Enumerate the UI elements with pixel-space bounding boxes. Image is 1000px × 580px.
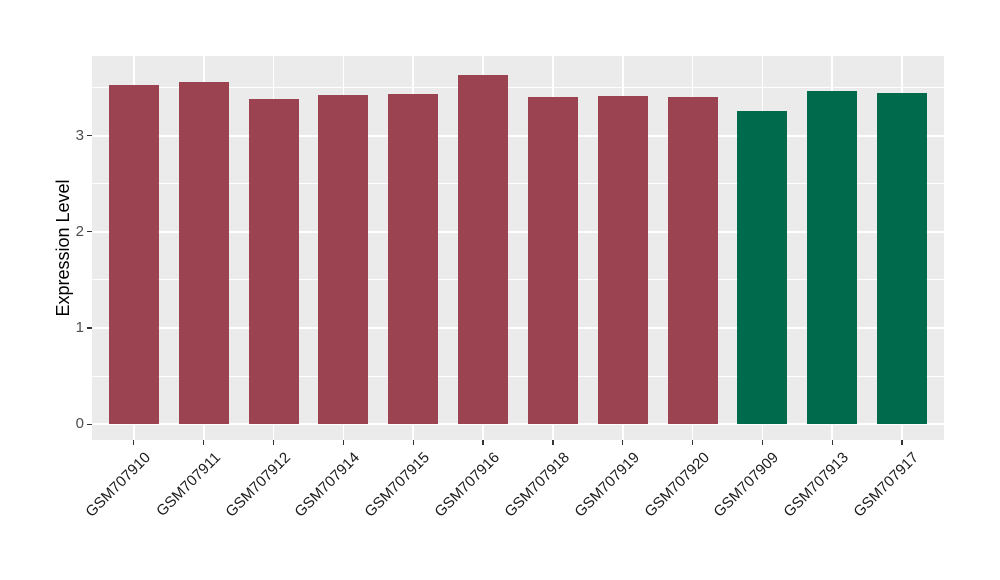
x-tick (691, 440, 694, 445)
bar-GSM707914 (318, 95, 369, 425)
x-tick-label: GSM707918 (501, 449, 573, 521)
x-tick-label: GSM707916 (431, 449, 504, 521)
bar-GSM707913 (807, 90, 858, 425)
bar-GSM707912 (248, 99, 299, 425)
major-gridline (92, 134, 944, 137)
y-tick-label: 2 (75, 222, 84, 240)
x-tick-label: GSM707920 (641, 449, 713, 521)
x-tick (482, 440, 484, 445)
x-tick (622, 440, 624, 445)
minor-gridline (92, 87, 944, 89)
y-tick-label: 3 (75, 126, 84, 144)
x-tick-label: GSM707912 (221, 449, 294, 521)
x-tick (761, 440, 763, 445)
x-tick (831, 440, 833, 445)
x-tick-label: GSM707915 (361, 449, 434, 521)
plot-panel (92, 56, 944, 440)
bar-GSM707910 (108, 84, 159, 425)
bar-GSM707917 (877, 93, 928, 425)
minor-gridline (92, 375, 944, 377)
bar-GSM707915 (388, 94, 439, 425)
x-tick-label: GSM707911 (152, 449, 224, 520)
major-gridline (92, 327, 944, 329)
x-tick (412, 440, 414, 445)
x-tick-label: GSM707909 (710, 449, 783, 521)
x-tick-label: GSM707910 (82, 449, 154, 521)
y-tick-label: 1 (75, 319, 84, 337)
minor-gridline (92, 183, 944, 185)
bar-GSM707916 (458, 75, 509, 425)
x-tick (272, 440, 275, 445)
y-tick (87, 327, 92, 329)
x-tick-label: GSM707914 (291, 449, 364, 521)
x-tick-label: GSM707919 (571, 449, 643, 521)
x-tick (133, 440, 135, 445)
bar-GSM707919 (597, 96, 648, 425)
minor-gridline (92, 279, 944, 281)
bar-GSM707911 (178, 81, 229, 425)
bar-GSM707918 (527, 97, 578, 425)
major-gridline (92, 231, 944, 233)
major-gridline (92, 423, 944, 425)
y-tick (87, 231, 92, 233)
y-tick (87, 423, 92, 425)
x-tick (901, 440, 903, 445)
x-tick-label: GSM707913 (780, 449, 853, 521)
x-tick (342, 440, 344, 445)
bar-GSM707920 (667, 97, 718, 425)
x-tick (552, 440, 554, 445)
x-tick-label: GSM707917 (850, 449, 923, 521)
y-tick (87, 135, 92, 137)
y-tick-label: 0 (75, 415, 84, 433)
bar-GSM707909 (737, 110, 788, 425)
x-tick (203, 440, 205, 445)
